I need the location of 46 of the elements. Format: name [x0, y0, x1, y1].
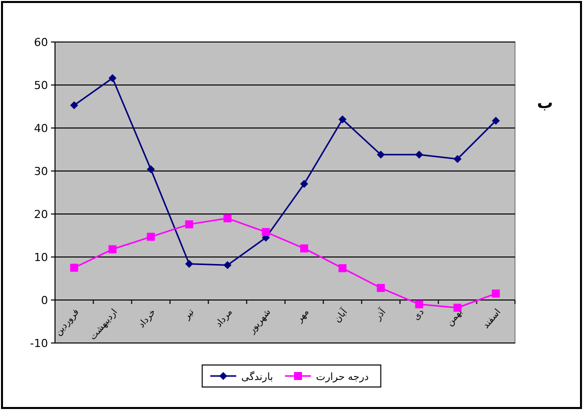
x-tick-label: اردیبهشت — [88, 308, 120, 342]
x-tick-label: مهر — [294, 308, 312, 325]
point — [146, 165, 155, 174]
point — [300, 244, 308, 252]
x-tick-label: بهمن — [445, 308, 465, 328]
y-tick-label: 0 — [41, 294, 48, 307]
point — [454, 304, 462, 312]
y-tick-label: 60 — [34, 36, 48, 49]
point — [338, 264, 346, 272]
point — [70, 264, 78, 272]
legend-label: بارندگی — [241, 371, 274, 383]
point — [376, 150, 385, 159]
point — [415, 150, 424, 159]
y-tick-label: 30 — [34, 165, 48, 178]
x-tick-label: خرداد — [136, 308, 158, 330]
point — [338, 115, 346, 124]
point — [185, 220, 194, 228]
point — [300, 180, 308, 188]
x-tick-label: آذر — [374, 308, 388, 322]
legend-label: درجه حرارت — [316, 372, 369, 383]
point — [70, 101, 78, 110]
point — [262, 228, 270, 236]
x-tick-label: مرداد — [214, 308, 235, 330]
point — [492, 290, 500, 298]
point — [108, 74, 116, 82]
x-tick-label: دی — [412, 308, 426, 322]
x-tick-label: فروردین — [54, 308, 82, 338]
y-tick-label: -10 — [30, 337, 48, 350]
point — [185, 260, 194, 268]
point — [146, 232, 155, 241]
x-tick-label: شهریور — [247, 308, 274, 336]
x-tick-label: تیر — [182, 308, 196, 322]
x-tick-label: آبان — [332, 308, 350, 325]
y-tick-label: 50 — [34, 79, 48, 92]
y-tick-label: 40 — [34, 122, 48, 135]
point — [492, 116, 500, 125]
point — [376, 284, 385, 292]
point — [224, 261, 232, 270]
point — [454, 154, 462, 163]
point — [224, 214, 232, 222]
point — [415, 300, 424, 308]
y-tick-label: 20 — [34, 208, 48, 221]
x-tick-label: اسفند — [481, 308, 504, 331]
point — [108, 245, 116, 254]
text: ب — [536, 93, 554, 112]
y-tick-label: 10 — [34, 251, 48, 264]
